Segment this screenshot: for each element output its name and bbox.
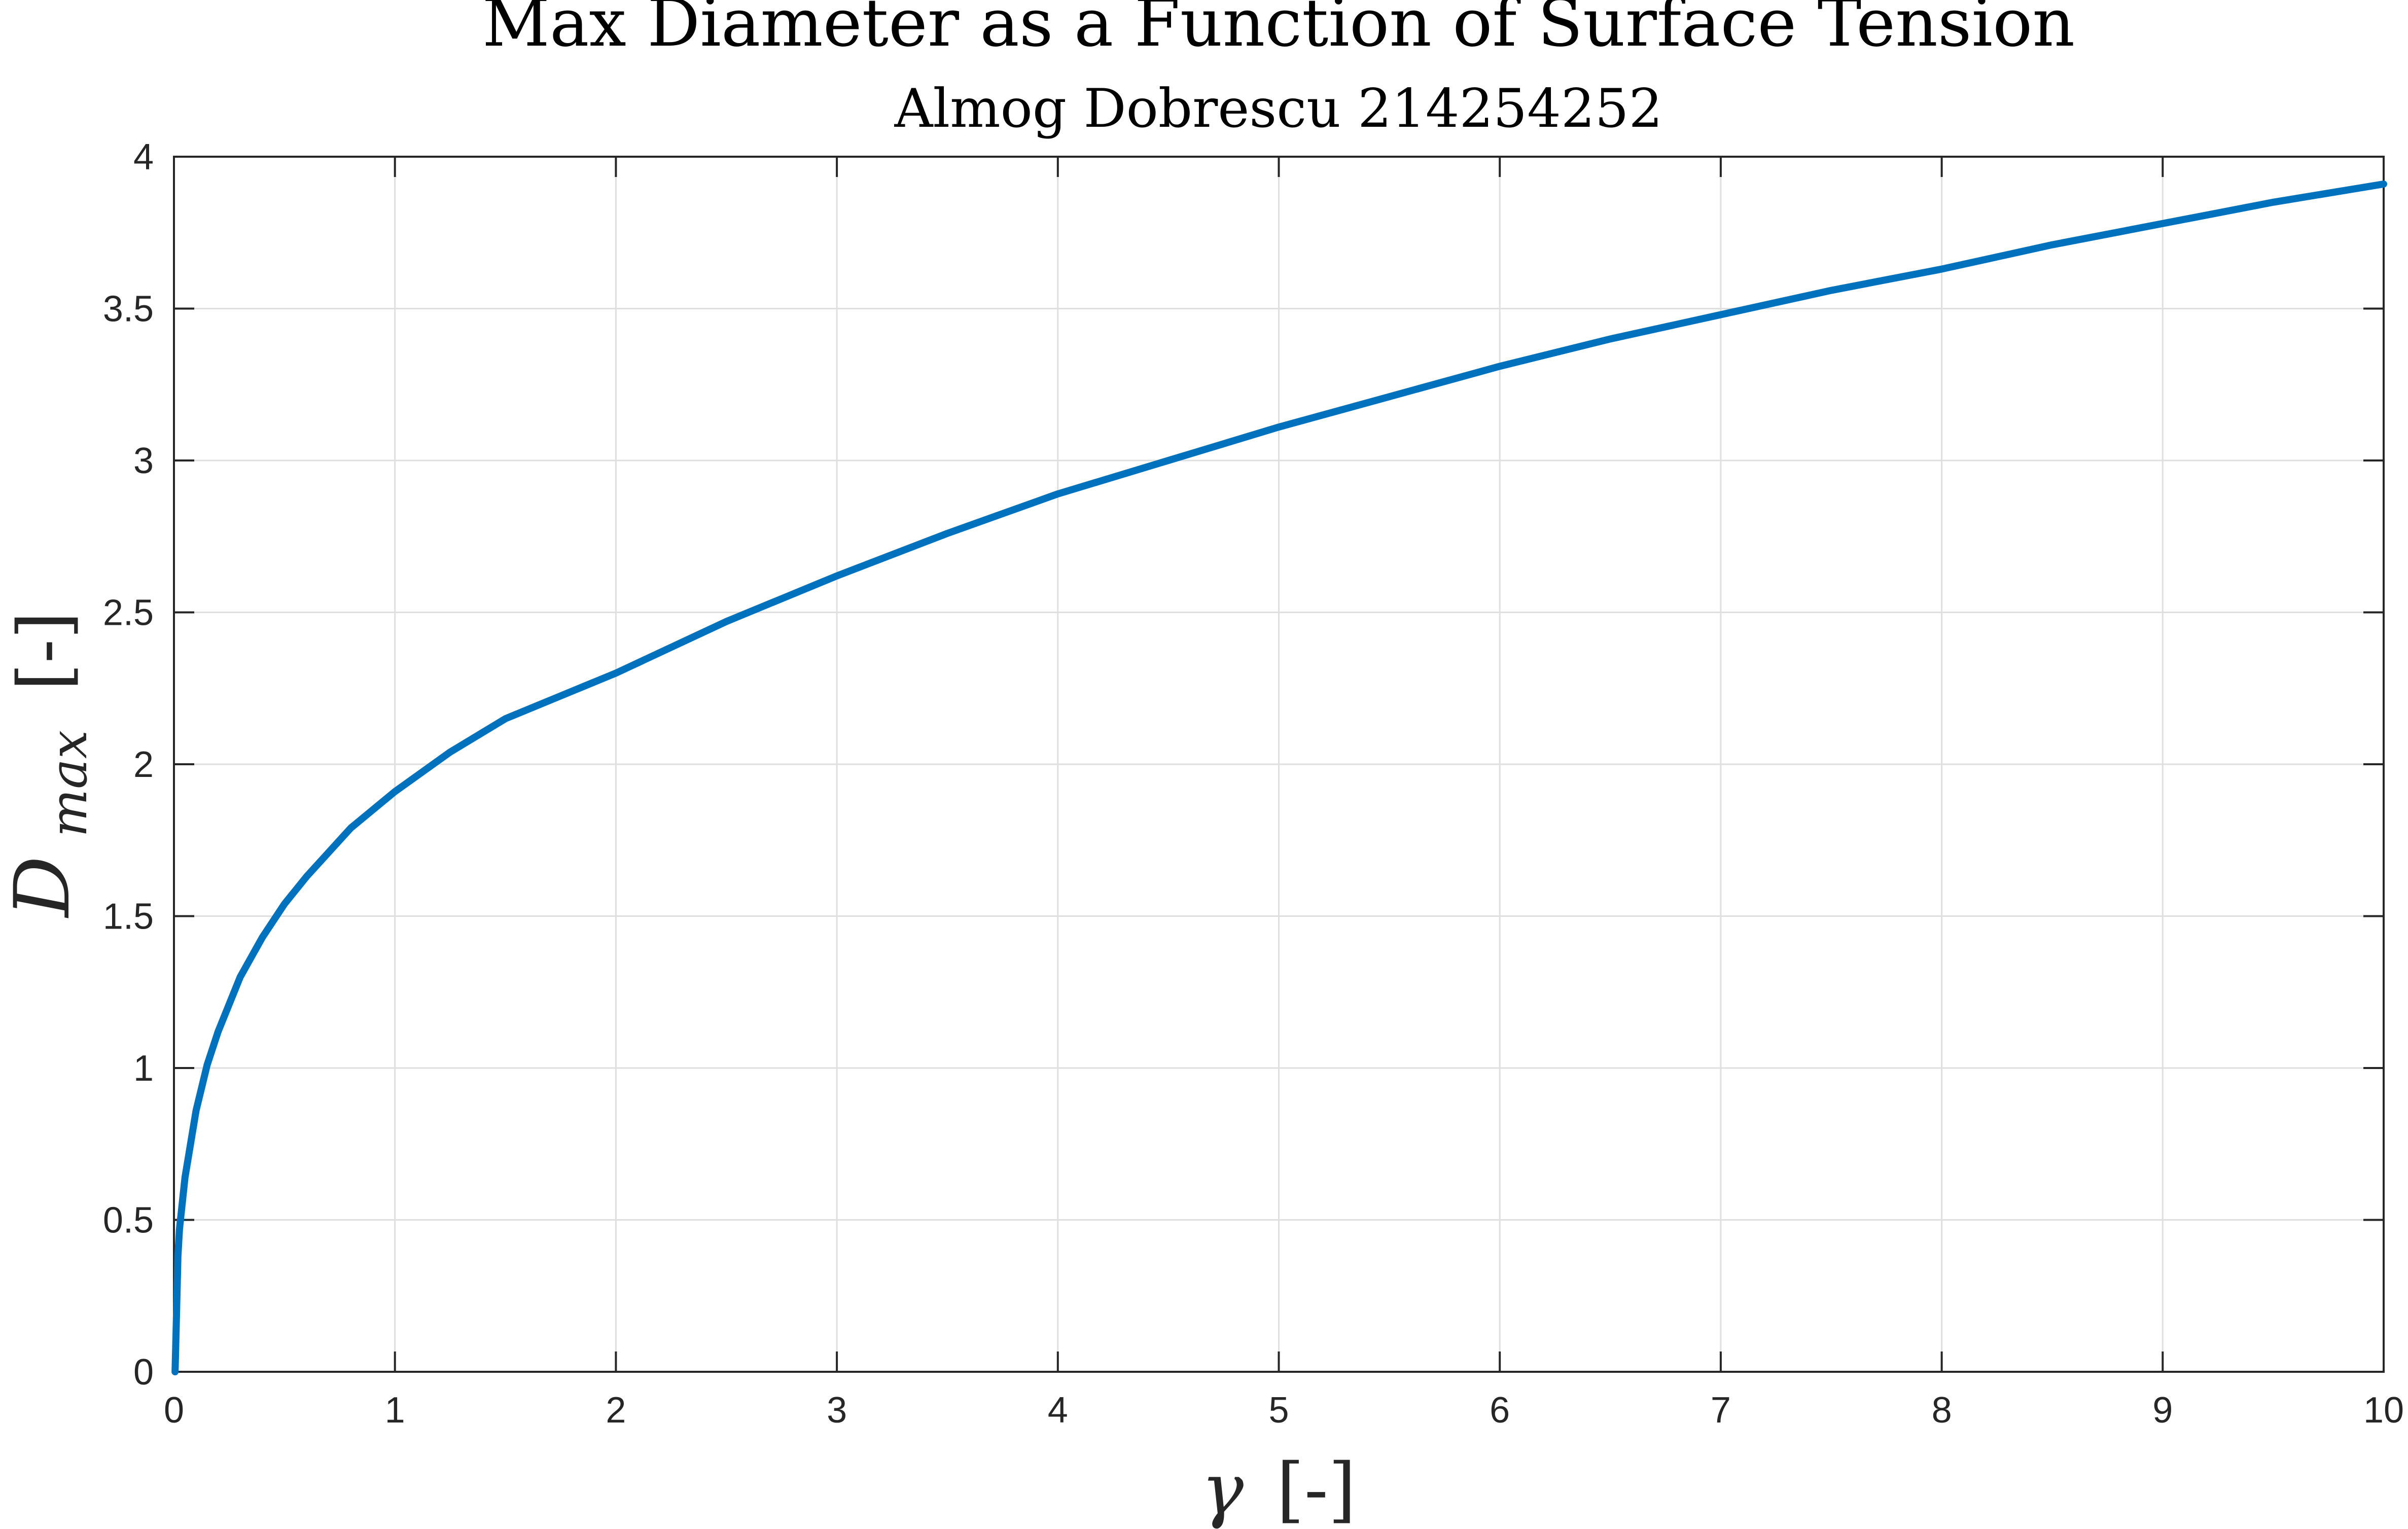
y-tick-label: 3 [133, 441, 154, 481]
x-tick-label: 0 [164, 1390, 184, 1431]
x-tick-label: 3 [827, 1390, 847, 1431]
y-tick-label: 2.5 [103, 593, 154, 633]
y-tick-label: 0.5 [103, 1200, 154, 1241]
x-tick-labels: 0 1 2 3 4 5 6 7 8 9 10 [164, 1390, 2404, 1431]
tick-marks [173, 156, 2385, 1373]
y-axis-symbol: D [0, 856, 87, 918]
chart-title: Max Diameter as a Function of Surface Te… [482, 0, 2075, 61]
y-axis-label: D max [-] [0, 612, 103, 919]
x-tick-label: 5 [1268, 1390, 1289, 1431]
y-tick-labels: 0 0.5 1 1.5 2 2.5 3 3.5 4 [103, 137, 154, 1393]
x-axis-symbol: γ [1201, 1448, 1244, 1529]
y-axis-subscript: max [39, 730, 98, 837]
x-tick-label: 4 [1048, 1390, 1068, 1431]
x-axis-unit: [-] [1277, 1448, 1356, 1529]
x-axis-label: γ [-] [1201, 1448, 1356, 1529]
y-tick-label: 1 [133, 1048, 154, 1089]
y-tick-label: 1.5 [103, 897, 154, 937]
y-axis-unit: [-] [3, 612, 86, 691]
x-tick-label: 1 [385, 1390, 405, 1431]
x-tick-label: 7 [1711, 1390, 1731, 1431]
y-tick-label: 4 [133, 137, 154, 177]
x-tick-label: 2 [606, 1390, 626, 1431]
grid [174, 157, 2384, 1372]
x-tick-label: 10 [2363, 1390, 2404, 1431]
y-tick-label: 2 [133, 744, 154, 785]
y-tick-label: 3.5 [103, 289, 154, 330]
y-tick-label: 0 [133, 1352, 154, 1393]
x-tick-label: 9 [2152, 1390, 2173, 1431]
x-tick-label: 8 [1932, 1390, 1952, 1431]
series-line [171, 180, 2387, 1375]
x-tick-label: 6 [1490, 1390, 1510, 1431]
chart-subtitle: Almog Dobrescu 214254252 [894, 78, 1663, 139]
